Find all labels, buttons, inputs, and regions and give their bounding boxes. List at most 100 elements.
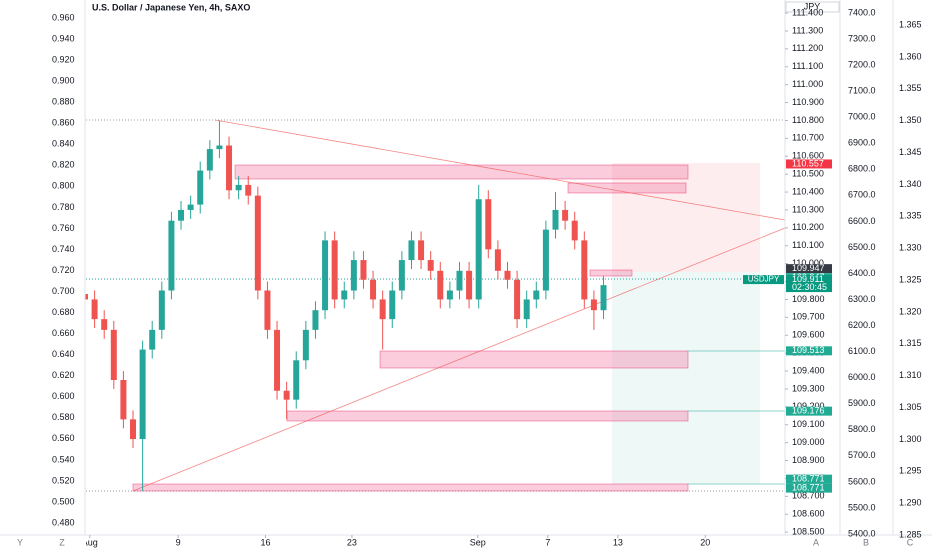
candle-body [120,379,127,420]
axis-label: 0.780 [52,202,75,212]
y-tick-label: 109.100 [792,419,825,429]
candle-body [235,184,242,191]
candle-body [216,145,223,150]
candle-body [523,299,530,320]
footer-label: Y [17,537,23,547]
axis-label: 0.580 [52,412,75,422]
y-tick-label: 109.000 [792,437,825,447]
axis-label: 5700.0 [848,450,876,460]
axis-label: 0.900 [52,76,75,86]
axis-label: 0.700 [52,286,75,296]
zone-box [132,483,689,492]
price-label: 108.771 [792,483,825,493]
axis-label: 0.720 [52,265,75,275]
candle-body [571,220,578,241]
x-tick-label: Sep [470,537,486,547]
axis-label: 0.560 [52,433,75,443]
candle-body [389,290,396,320]
candle-body [91,299,98,320]
axis-label: 0.520 [52,475,75,485]
candle-body [264,290,271,330]
candle-body [331,240,338,300]
y-tick-label: 108.500 [792,527,825,537]
candle-body [533,290,540,300]
candle-body [562,209,569,221]
currency-box [785,1,840,13]
currency-label: JPY [804,1,821,11]
axis-label: 0.860 [52,118,75,128]
candle-body [600,285,607,311]
axis-label: 0.680 [52,307,75,317]
y-tick-label: 109.400 [792,365,825,375]
axis-label: 0.940 [52,33,75,43]
price-label-box [786,159,832,169]
axis-label: 6700.0 [848,190,876,200]
y-tick-label: 111.300 [792,25,823,35]
axis-label: 5800.0 [848,424,876,434]
candle-body [398,260,405,291]
chart-title: U.S. Dollar / Japanese Yen, 4h, SAXO [92,2,250,12]
price-label-box [786,346,832,356]
axis-label: 0.620 [52,370,75,380]
candle-body [302,329,309,361]
y-tick-label: 110.700 [792,133,824,143]
price-label: 108.771 [792,474,825,484]
candle-body [293,360,300,400]
y-tick-label: 110.100 [792,240,824,250]
axis-label: 5600.0 [848,476,876,486]
y-tick-label: 111.200 [792,43,823,53]
candle-body [178,209,185,221]
price-label: 109.513 [792,345,825,355]
axis-label: 7400.0 [848,7,876,17]
axis-label: 6100.0 [848,346,876,356]
candle-body [437,270,444,300]
footer-label: B [863,537,869,547]
countdown-label: 02:30:45 [792,282,827,292]
stop-zone [612,163,760,272]
x-tick-label: 16 [261,537,271,547]
price-label-box [786,406,832,416]
axis-label: 7200.0 [848,59,876,69]
candle-body [139,349,146,440]
trend-line [214,119,786,221]
axis-label: 6500.0 [848,242,876,252]
y-tick-label: 111.400 [792,7,823,17]
axis-label: 0.640 [52,349,75,359]
axis-label: 0.660 [52,328,75,338]
axis-label: 6600.0 [848,216,876,226]
axis-label: 5400.0 [848,528,876,538]
axis-label: 1.335 [899,211,922,221]
candle-body [226,145,233,191]
axis-label: 0.960 [52,12,75,22]
axis-label: 1.300 [899,434,922,444]
axis-label: 6800.0 [848,164,876,174]
y-tick-label: 108.600 [792,509,825,519]
candle-body [110,329,117,380]
y-tick-label: 110.500 [792,169,824,179]
axis-label: 1.365 [899,19,922,29]
axis-label: 6300.0 [848,294,876,304]
price-label-box [786,483,832,493]
candle-body [245,184,252,196]
zone-box [589,269,633,277]
y-tick-label: 110.300 [792,204,824,214]
axis-label: 7000.0 [848,112,876,122]
candle-body [408,240,415,261]
price-label-box [786,474,832,484]
y-tick-label: 109.600 [792,330,825,340]
x-tick-label: 7 [545,537,550,547]
y-tick-label: 110.200 [792,222,824,232]
candle-body [197,170,204,205]
candle-body [370,279,377,300]
y-tick-label: 108.700 [792,491,825,501]
axis-label: 0.920 [52,54,75,64]
last-price-label: 109.911 [792,274,824,284]
price-label: 109.176 [792,406,825,416]
candle-body [542,229,549,291]
target-zone [612,272,760,484]
candle-body [360,260,367,280]
candle-body [379,299,386,320]
axis-label: 1.340 [899,179,922,189]
